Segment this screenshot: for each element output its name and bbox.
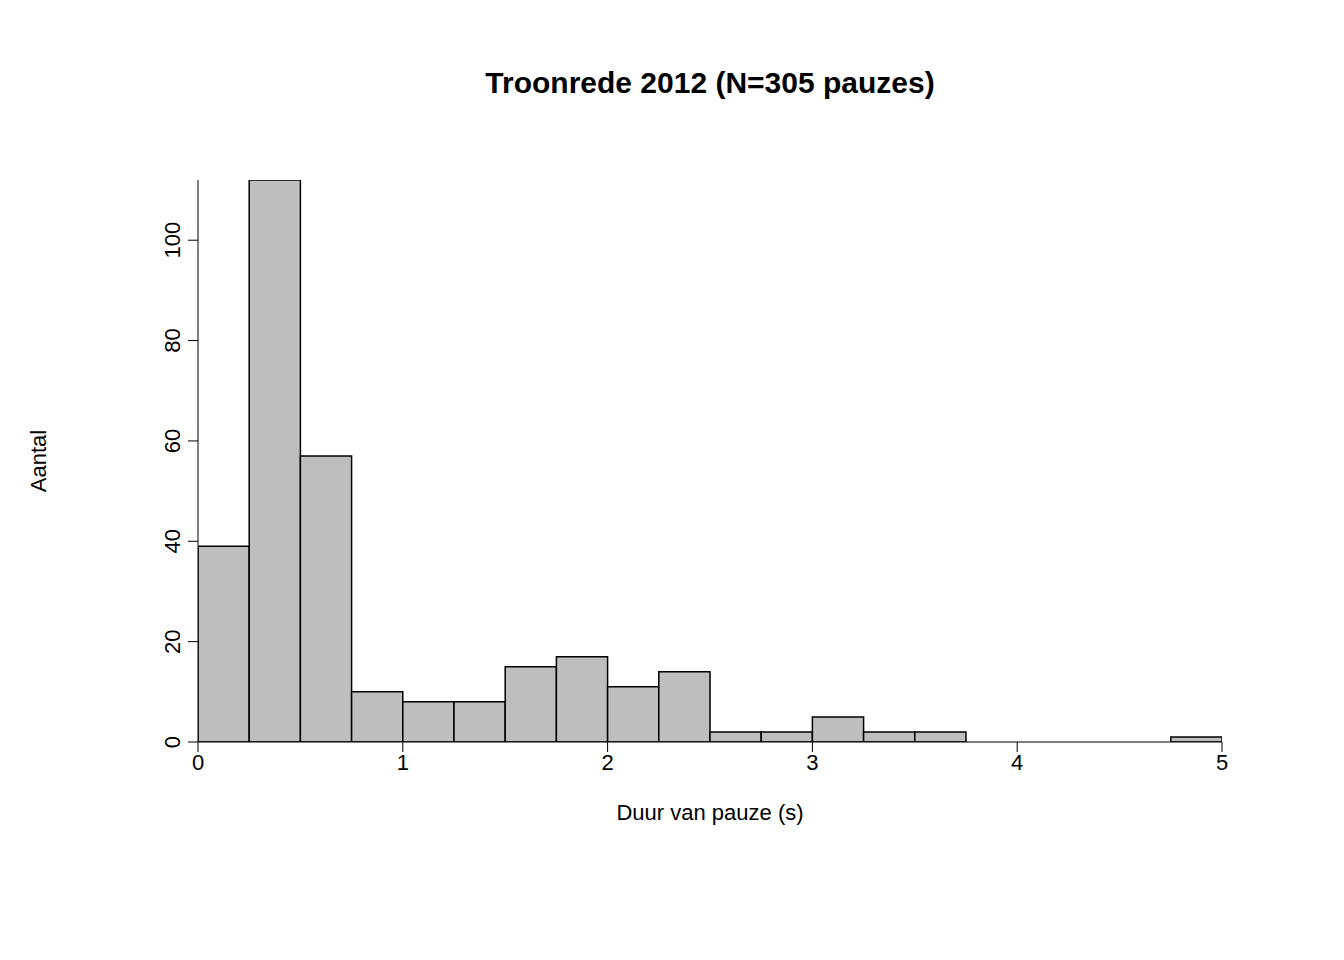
html-text:Troonrede 2012 (N=305 pauzes): Troonrede 2012 (N=305 pauzes) <box>485 66 935 99</box>
svg-text:2: 2 <box>601 750 613 775</box>
svg-text:1: 1 <box>397 750 409 775</box>
svg-text:20: 20 <box>160 629 185 653</box>
svg-text:0: 0 <box>192 750 204 775</box>
svg-text:4: 4 <box>1011 750 1023 775</box>
svg-text:3: 3 <box>806 750 818 775</box>
svg-text:5: 5 <box>1216 750 1228 775</box>
svg-text:0: 0 <box>160 736 185 748</box>
svg-text:60: 60 <box>160 429 185 453</box>
svg-text:80: 80 <box>160 328 185 352</box>
svg-text:Duur van pauze (s): Duur van pauze (s) <box>616 800 803 825</box>
svg-text:40: 40 <box>160 529 185 553</box>
svg-text:100: 100 <box>160 222 185 259</box>
svg-text:Aantal: Aantal <box>26 430 51 492</box>
